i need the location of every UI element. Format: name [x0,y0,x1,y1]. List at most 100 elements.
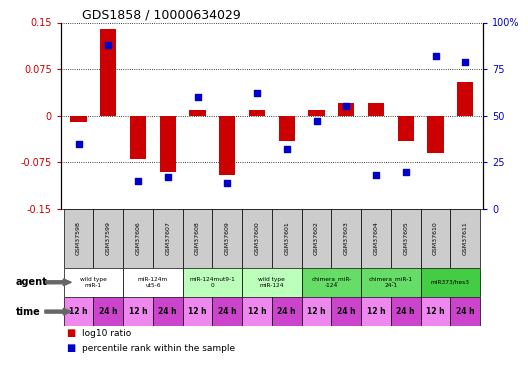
Bar [361,268,421,297]
Text: percentile rank within the sample: percentile rank within the sample [82,344,235,352]
Text: GSM37602: GSM37602 [314,221,319,255]
Text: GSM37609: GSM37609 [225,221,230,255]
Text: GSM37601: GSM37601 [284,222,289,255]
Bar [123,209,153,268]
Bar [332,209,361,268]
Text: GSM37610: GSM37610 [433,222,438,255]
Text: GSM37604: GSM37604 [373,221,379,255]
Text: 12 h: 12 h [188,307,207,316]
Text: time: time [16,307,41,316]
Bar [361,209,391,268]
Text: GSM37599: GSM37599 [106,221,111,255]
Text: GDS1858 / 10000634029: GDS1858 / 10000634029 [82,8,241,21]
Text: 24 h: 24 h [397,307,415,316]
Point [282,146,291,152]
Text: wild type
miR-124: wild type miR-124 [259,277,285,288]
Point [402,169,410,175]
Bar [301,297,332,326]
Text: GSM37605: GSM37605 [403,222,408,255]
Bar [64,209,93,268]
Bar [421,209,450,268]
Point [253,90,261,96]
Text: 12 h: 12 h [367,307,385,316]
Text: wild type
miR-1: wild type miR-1 [80,277,107,288]
Text: 24 h: 24 h [278,307,296,316]
Text: 12 h: 12 h [69,307,88,316]
Bar [391,209,421,268]
Bar [308,110,325,116]
Point [372,172,380,178]
Point [164,174,172,180]
Text: GSM37607: GSM37607 [165,221,171,255]
Bar [183,209,212,268]
Bar [242,209,272,268]
Text: 12 h: 12 h [307,307,326,316]
Bar [190,110,206,116]
Bar [64,268,123,297]
Text: GSM37608: GSM37608 [195,222,200,255]
Bar [457,82,474,116]
Bar [242,268,301,297]
Bar [332,297,361,326]
Bar [301,268,361,297]
Text: chimera_miR-
-124: chimera_miR- -124 [311,276,352,288]
Text: chimera_miR-1
24-1: chimera_miR-1 24-1 [369,276,413,288]
Text: 12 h: 12 h [129,307,147,316]
Point [313,118,321,124]
Bar [153,297,183,326]
Text: GSM37611: GSM37611 [463,222,468,255]
Text: 24 h: 24 h [99,307,118,316]
Bar [212,297,242,326]
Point [431,53,440,59]
Bar [421,268,480,297]
Point [461,58,469,64]
Point [342,104,351,110]
Bar [368,104,384,116]
Bar [249,110,265,116]
Text: miR373/hes3: miR373/hes3 [431,280,470,285]
Text: log10 ratio: log10 ratio [82,328,131,338]
Text: GSM37606: GSM37606 [136,222,140,255]
Point [223,180,231,186]
Bar [159,116,176,172]
Text: agent: agent [16,277,48,287]
Bar [391,297,421,326]
Bar [421,297,450,326]
Text: 12 h: 12 h [426,307,445,316]
Text: 24 h: 24 h [158,307,177,316]
Bar [398,116,414,141]
Bar [153,209,183,268]
Point [104,42,112,48]
Bar [242,297,272,326]
Bar [183,268,242,297]
Bar [279,116,295,141]
Bar [427,116,444,153]
Text: 24 h: 24 h [218,307,237,316]
Bar [64,297,93,326]
Text: ■: ■ [66,328,76,338]
Bar [93,297,123,326]
Text: 12 h: 12 h [248,307,266,316]
Text: GSM37600: GSM37600 [254,222,260,255]
Bar [450,297,480,326]
Text: 24 h: 24 h [337,307,355,316]
Text: GSM37598: GSM37598 [76,221,81,255]
Text: ■: ■ [66,343,76,353]
Bar [93,209,123,268]
Bar [123,297,153,326]
Bar [272,297,301,326]
Bar [361,297,391,326]
Bar [212,209,242,268]
Text: miR-124mut9-1
0: miR-124mut9-1 0 [190,277,235,288]
Bar [130,116,146,159]
Text: miR-124m
ut5-6: miR-124m ut5-6 [138,277,168,288]
Bar [70,116,87,122]
Bar [183,297,212,326]
Bar [219,116,235,175]
Bar [123,268,183,297]
Text: 24 h: 24 h [456,307,475,316]
Bar [272,209,301,268]
Point [134,178,142,184]
Point [193,94,202,100]
Text: GSM37603: GSM37603 [344,221,349,255]
